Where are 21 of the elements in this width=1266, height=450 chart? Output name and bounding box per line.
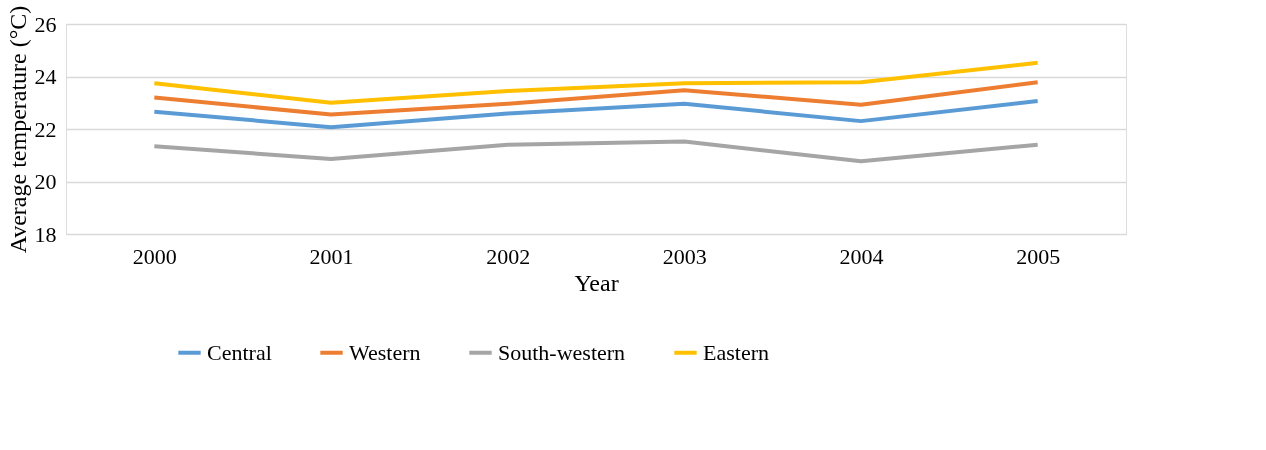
y-tick-label: 26	[34, 11, 57, 37]
y-tick-label: 18	[34, 221, 57, 247]
line-series	[152, 98, 1040, 130]
line-series	[152, 139, 1040, 164]
x-tick-label: 2004	[839, 243, 884, 269]
y-tick-label: 24	[34, 64, 57, 89]
x-tick-label: 2001	[309, 243, 354, 269]
legend-label: Central	[207, 339, 272, 365]
y-tick-label: 20	[34, 169, 57, 194]
legend-label: Eastern	[703, 339, 769, 365]
x-tick-label: 2002	[486, 243, 531, 269]
y-tick-label: 22	[34, 116, 57, 142]
legend-label: Western	[349, 339, 421, 365]
x-tick-label: 2005	[1016, 243, 1061, 269]
line-series	[152, 80, 1040, 117]
x-tick-label: 2003	[662, 243, 707, 269]
y-axis-title: Average temperature (°C)	[4, 5, 31, 254]
x-tick-label: 2000	[132, 243, 177, 269]
legend-label: South-western	[498, 339, 626, 365]
x-axis-title: Year	[574, 269, 619, 296]
line-series	[152, 60, 1040, 105]
